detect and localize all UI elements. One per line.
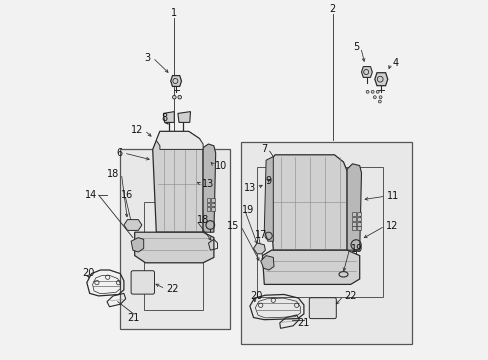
Bar <box>352 212 356 216</box>
Text: 14: 14 <box>84 190 97 200</box>
Text: 19: 19 <box>350 244 362 254</box>
Text: 21: 21 <box>127 312 140 323</box>
Circle shape <box>378 100 381 103</box>
Bar <box>206 203 210 206</box>
Text: 20: 20 <box>249 291 262 301</box>
Polygon shape <box>346 164 361 250</box>
Circle shape <box>178 95 181 99</box>
FancyBboxPatch shape <box>131 271 154 294</box>
Bar <box>241 142 411 344</box>
Bar <box>206 198 210 202</box>
Bar <box>257 167 382 297</box>
Polygon shape <box>361 67 371 77</box>
Polygon shape <box>156 131 203 149</box>
Text: 2: 2 <box>329 4 335 14</box>
Circle shape <box>172 95 176 99</box>
Bar <box>356 222 361 226</box>
Bar <box>356 217 361 221</box>
Bar <box>211 198 214 202</box>
Bar <box>352 217 356 221</box>
Text: 3: 3 <box>144 53 151 63</box>
Circle shape <box>373 96 375 99</box>
Bar <box>356 212 361 216</box>
Text: 18: 18 <box>197 215 209 225</box>
Polygon shape <box>264 157 273 241</box>
Polygon shape <box>374 73 387 86</box>
Bar <box>356 226 361 230</box>
Bar <box>211 203 214 206</box>
Polygon shape <box>131 238 143 252</box>
Polygon shape <box>170 76 181 86</box>
Polygon shape <box>134 232 213 263</box>
Text: 21: 21 <box>297 318 309 328</box>
Bar <box>120 149 230 329</box>
Text: 16: 16 <box>121 190 133 200</box>
Text: 15: 15 <box>226 221 239 231</box>
Text: 22: 22 <box>166 284 178 294</box>
Text: 17: 17 <box>254 230 266 240</box>
Circle shape <box>378 96 381 99</box>
Polygon shape <box>152 131 203 232</box>
Text: 7: 7 <box>261 144 267 154</box>
Text: 22: 22 <box>344 291 356 301</box>
Bar <box>352 226 356 230</box>
Text: 6: 6 <box>117 148 122 158</box>
Bar <box>211 207 214 211</box>
Polygon shape <box>262 250 359 284</box>
Polygon shape <box>203 144 215 232</box>
Text: 8: 8 <box>161 113 167 123</box>
Bar <box>352 222 356 226</box>
Polygon shape <box>123 220 142 230</box>
Polygon shape <box>260 256 273 270</box>
Text: 10: 10 <box>215 161 227 171</box>
Text: 20: 20 <box>81 268 94 278</box>
Bar <box>206 207 210 211</box>
Text: 11: 11 <box>386 191 398 201</box>
Text: 19: 19 <box>241 204 253 215</box>
Circle shape <box>366 90 368 93</box>
FancyBboxPatch shape <box>309 298 336 319</box>
Text: 13: 13 <box>202 179 214 189</box>
Polygon shape <box>163 112 174 122</box>
Polygon shape <box>253 243 265 254</box>
Circle shape <box>370 90 373 93</box>
Text: 9: 9 <box>265 176 271 186</box>
Circle shape <box>375 90 378 93</box>
Text: 5: 5 <box>353 42 359 52</box>
Text: 4: 4 <box>391 58 397 68</box>
Polygon shape <box>178 112 190 122</box>
Polygon shape <box>267 155 346 250</box>
Text: 18: 18 <box>107 168 119 179</box>
Text: 1: 1 <box>171 8 177 18</box>
Text: 13: 13 <box>244 183 256 193</box>
Text: 12: 12 <box>130 125 142 135</box>
Bar <box>143 202 203 310</box>
Text: 12: 12 <box>385 221 397 231</box>
